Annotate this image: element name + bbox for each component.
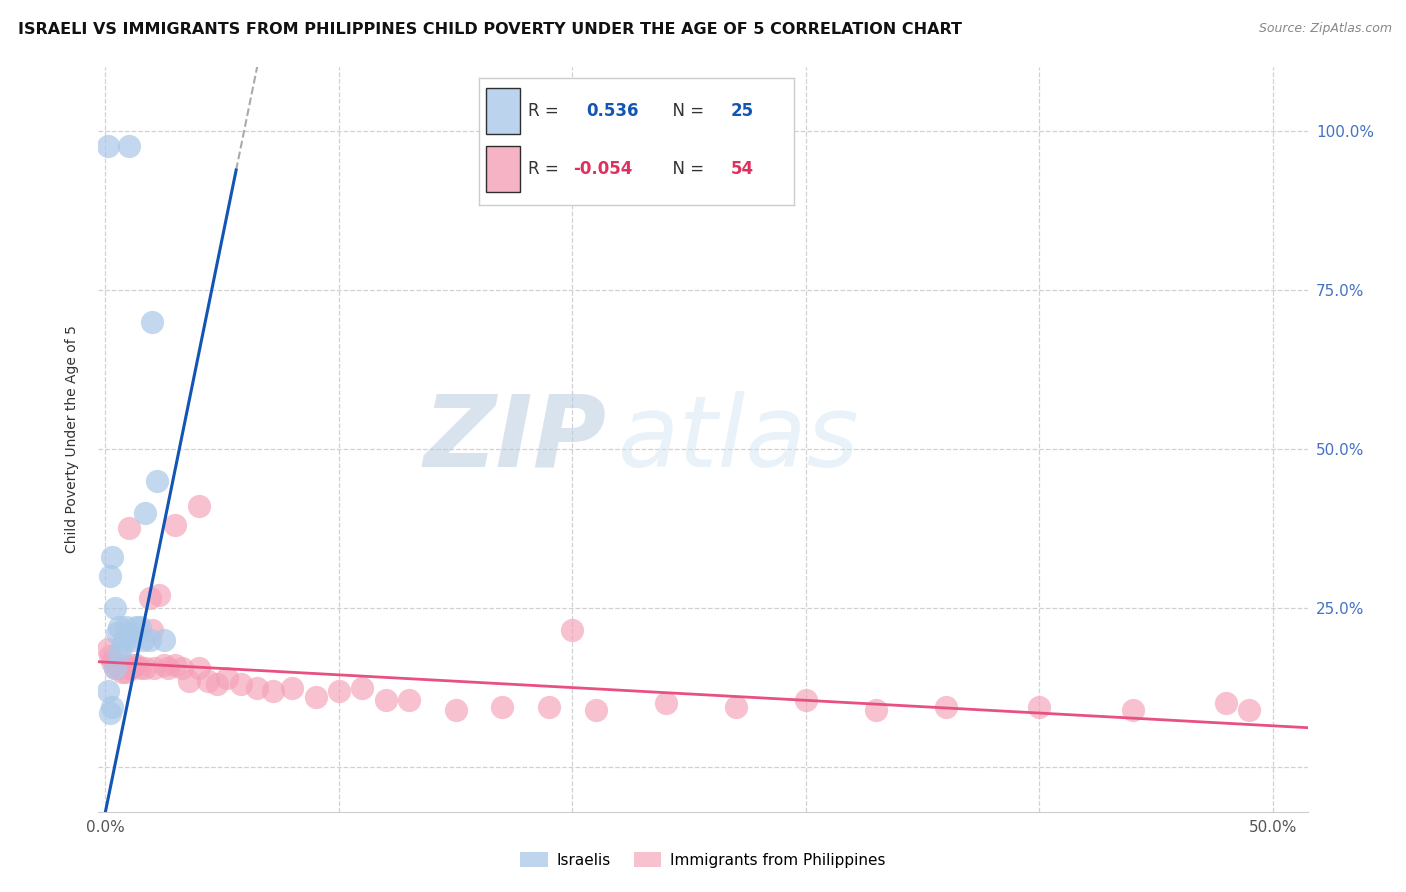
Point xyxy=(197,674,219,689)
Point xyxy=(398,693,420,707)
Point xyxy=(187,499,209,513)
Point xyxy=(112,658,135,673)
Text: ISRAELI VS IMMIGRANTS FROM PHILIPPINES CHILD POVERTY UNDER THE AGE OF 5 CORRELAT: ISRAELI VS IMMIGRANTS FROM PHILIPPINES C… xyxy=(18,22,962,37)
Y-axis label: Child Poverty Under the Age of 5: Child Poverty Under the Age of 5 xyxy=(65,326,79,553)
Point xyxy=(111,639,134,653)
Point xyxy=(654,697,676,711)
Point xyxy=(1028,699,1050,714)
Point xyxy=(104,601,127,615)
Text: ZIP: ZIP xyxy=(423,391,606,488)
Point xyxy=(1121,703,1143,717)
Text: Source: ZipAtlas.com: Source: ZipAtlas.com xyxy=(1258,22,1392,36)
Point xyxy=(304,690,326,705)
Point xyxy=(1215,697,1237,711)
Point xyxy=(122,632,145,647)
Point xyxy=(118,521,141,535)
Point xyxy=(105,658,128,673)
Point xyxy=(115,665,138,679)
Point xyxy=(229,677,252,691)
Point xyxy=(152,632,174,647)
Point xyxy=(374,693,396,707)
Point xyxy=(98,648,121,663)
Point xyxy=(98,706,121,720)
Point xyxy=(129,661,152,675)
Point xyxy=(115,620,138,634)
Point xyxy=(172,661,194,675)
Point xyxy=(165,518,187,533)
Point xyxy=(935,699,957,714)
Point xyxy=(281,681,304,695)
Point xyxy=(865,703,887,717)
Point xyxy=(118,661,141,675)
Legend: Israelis, Immigrants from Philippines: Israelis, Immigrants from Philippines xyxy=(513,846,893,873)
Point xyxy=(157,661,180,675)
Point xyxy=(139,591,162,606)
Text: atlas: atlas xyxy=(619,391,860,488)
Point xyxy=(585,703,607,717)
Point xyxy=(125,658,148,673)
Point xyxy=(143,661,166,675)
Point xyxy=(444,703,467,717)
Point xyxy=(101,699,124,714)
Point xyxy=(129,620,152,634)
Point xyxy=(165,658,187,673)
Point xyxy=(263,683,285,698)
Point xyxy=(724,699,747,714)
Point xyxy=(97,139,120,153)
Point xyxy=(246,681,269,695)
Point xyxy=(207,677,229,691)
Point xyxy=(141,314,163,328)
Point xyxy=(125,620,148,634)
Point xyxy=(352,681,374,695)
Point xyxy=(491,699,513,714)
Point xyxy=(134,506,156,520)
Point xyxy=(108,661,131,675)
Point xyxy=(120,661,142,675)
Point xyxy=(794,693,817,707)
Point xyxy=(108,646,131,660)
Point xyxy=(104,661,127,675)
Point xyxy=(118,139,141,153)
Point xyxy=(146,474,169,488)
Point xyxy=(101,655,124,669)
Point xyxy=(101,550,124,565)
Point xyxy=(215,671,238,685)
Point xyxy=(98,569,121,583)
Point xyxy=(104,661,127,675)
Point xyxy=(120,626,142,640)
Point xyxy=(105,626,128,640)
Point xyxy=(179,674,201,689)
Point xyxy=(122,658,145,673)
Point xyxy=(111,665,134,679)
Point xyxy=(134,661,156,675)
Point xyxy=(108,620,131,634)
Point xyxy=(132,632,155,647)
Point xyxy=(139,632,162,647)
Point xyxy=(97,642,120,657)
Point xyxy=(152,658,174,673)
Point xyxy=(561,624,583,638)
Point xyxy=(112,632,135,647)
Point xyxy=(537,699,560,714)
Point xyxy=(141,624,163,638)
Point xyxy=(1237,703,1260,717)
Point xyxy=(187,661,209,675)
Point xyxy=(148,588,170,602)
Point xyxy=(328,683,350,698)
Point xyxy=(97,683,120,698)
